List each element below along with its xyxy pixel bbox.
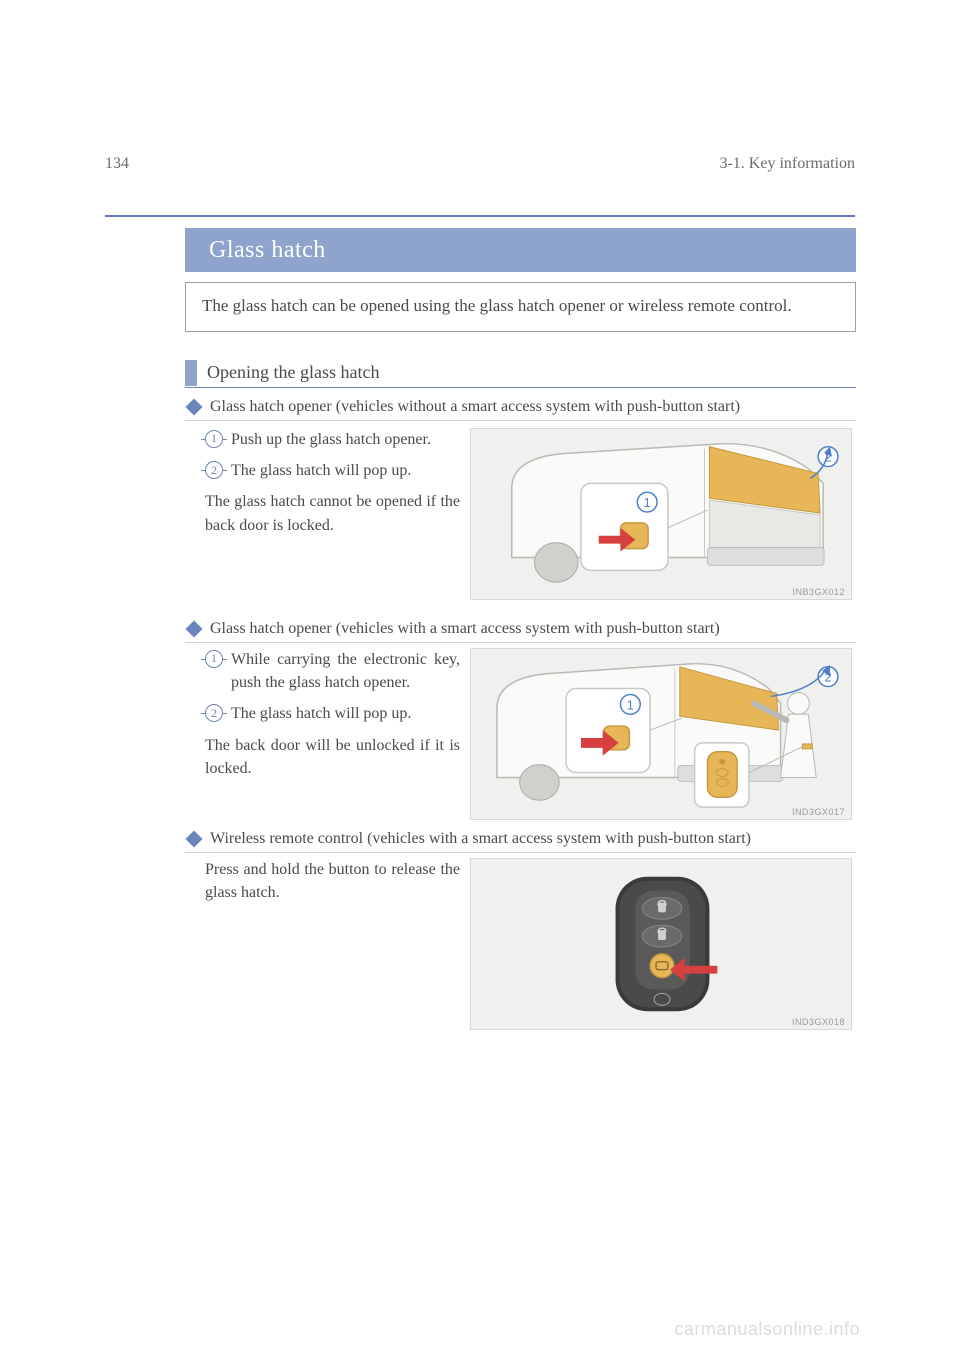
image-code: IND3GX018 [792,1017,845,1027]
manual-page: 134 3-1. Key information Glass hatch The… [0,0,960,1358]
method-label: Glass hatch opener (vehicles with a smar… [210,620,720,638]
method-text: 1 Push up the glass hatch opener. 2 The … [205,428,470,600]
illustration-key-fob: IND3GX018 [470,858,852,1030]
method-content: 1 While carrying the electronic key, pus… [205,648,856,820]
method-content: 1 Push up the glass hatch opener. 2 The … [205,428,856,600]
step-text: While carrying the electronic key, push … [231,648,460,694]
section-heading: Opening the glass hatch [185,358,856,388]
method-note: The back door will be unlocked if it is … [205,734,460,780]
step: 1 Push up the glass hatch opener. [205,428,460,451]
watermark: carmanualsonline.info [674,1319,860,1340]
step-text: The glass hatch will pop up. [231,459,460,482]
step: 2 The glass hatch will pop up. [205,459,460,482]
header-rule [105,215,855,217]
section-accent [185,360,197,386]
page-title: Glass hatch [185,228,856,272]
section-path: 3-1. Key information [719,155,855,173]
vehicle-rear-svg: 1 2 [471,429,851,599]
method-note: The glass hatch cannot be opened if the … [205,490,460,536]
svg-text:1: 1 [644,495,651,510]
method-illustration: IND3GX018 [470,858,856,1030]
method-text: Press and hold the button to release the… [205,858,470,1030]
method-illustration: 1 2 INB3GX012 [470,428,856,600]
step-number-icon: 2 [205,704,223,722]
header-meta: 134 3-1. Key information [105,155,855,173]
page-number: 134 [105,155,129,173]
method-heading: Glass hatch opener (vehicles with a smar… [185,620,856,643]
diamond-icon [186,399,203,416]
illustration-vehicle-rear-person: 1 2 IND3GX017 [470,648,852,820]
step: 2 The glass hatch will pop up. [205,702,460,725]
step-text: The glass hatch will pop up. [231,702,460,725]
image-code: INB3GX012 [792,587,845,597]
vehicle-rear-person-svg: 1 2 [471,649,851,819]
step-number-icon: 1 [205,650,223,668]
step-number-icon: 2 [205,461,223,479]
diamond-icon [186,831,203,848]
step-number-icon: 1 [205,430,223,448]
key-fob-svg [471,859,851,1029]
svg-text:1: 1 [627,697,634,712]
illustration-vehicle-rear: 1 2 INB3GX012 [470,428,852,600]
method-label: Glass hatch opener (vehicles without a s… [210,398,740,416]
step-text: Push up the glass hatch opener. [231,428,460,451]
step: 1 While carrying the electronic key, pus… [205,648,460,694]
method-text: 1 While carrying the electronic key, pus… [205,648,470,820]
method-content: Press and hold the button to release the… [205,858,856,1030]
method-plain-text: Press and hold the button to release the… [205,858,460,904]
method-label: Wireless remote control (vehicles with a… [210,830,751,848]
diamond-icon [186,621,203,638]
method-illustration: 1 2 IND3GX017 [470,648,856,820]
intro-box: The glass hatch can be opened using the … [185,282,856,332]
section-heading-label: Opening the glass hatch [207,362,379,383]
image-code: IND3GX017 [792,807,845,817]
method-heading: Glass hatch opener (vehicles without a s… [185,398,856,421]
method-heading: Wireless remote control (vehicles with a… [185,830,856,853]
